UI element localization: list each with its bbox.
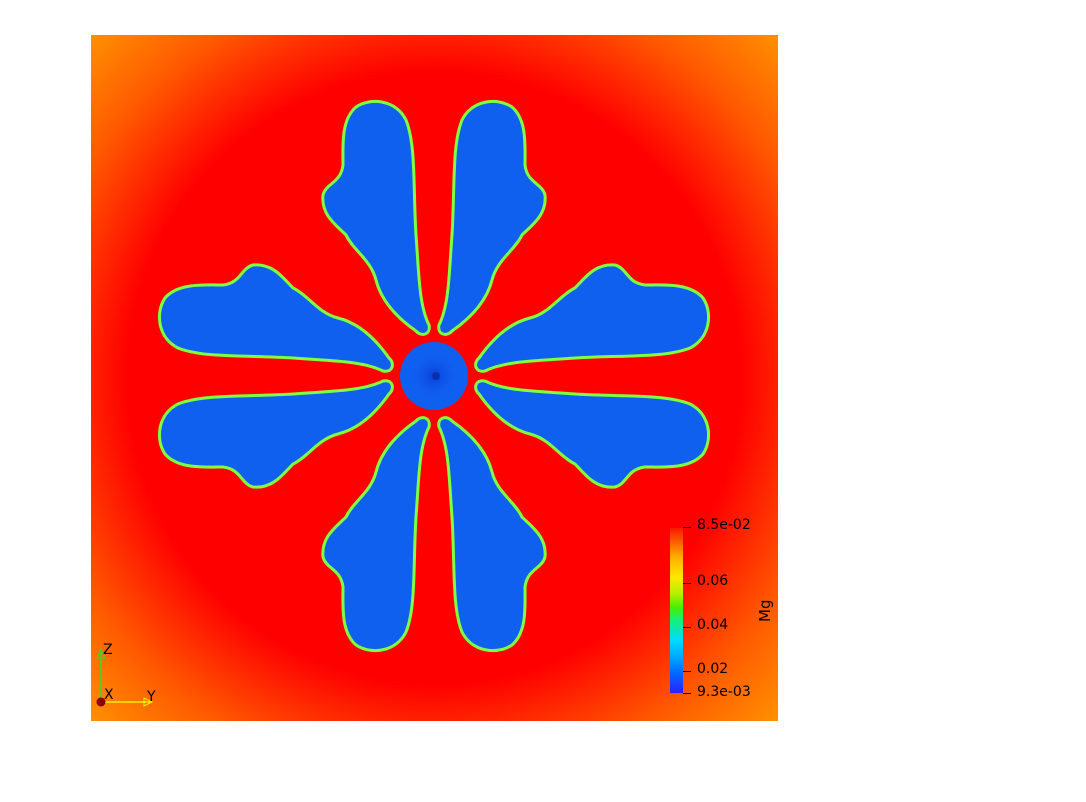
colorbar-tick <box>683 671 691 672</box>
colorbar-tick <box>683 527 691 528</box>
dendrite-arm <box>437 416 547 653</box>
colorbar <box>670 528 683 693</box>
dendrite-arm <box>321 99 431 336</box>
dendrite <box>157 99 711 653</box>
nucleus <box>432 372 440 380</box>
render-viewport[interactable] <box>91 35 778 721</box>
colorbar-tick <box>683 583 691 584</box>
field-plot <box>91 35 778 721</box>
dendrite-arm <box>474 379 711 489</box>
dendrite-arm <box>157 379 394 489</box>
colorbar-tick <box>683 693 691 694</box>
colorbar-tick-label: 0.04 <box>697 617 729 633</box>
dendrite-arm <box>321 416 431 653</box>
dendrite-arm <box>474 263 711 373</box>
colorbar-tick <box>683 627 691 628</box>
axis-x-label: X <box>104 687 114 703</box>
colorbar-title: Mg <box>756 599 774 622</box>
colorbar-tick-label: 0.02 <box>697 661 729 677</box>
axis-y-label: Y <box>147 689 156 705</box>
axis-z-label: Z <box>103 642 113 658</box>
dendrite-arm <box>437 99 547 336</box>
colorbar-tick-label: 0.06 <box>697 573 729 589</box>
dendrite-arm <box>157 263 394 373</box>
colorbar-max-label: 8.5e-02 <box>697 517 751 533</box>
orientation-axes <box>96 647 154 707</box>
colorbar-min-label: 9.3e-03 <box>697 684 751 700</box>
